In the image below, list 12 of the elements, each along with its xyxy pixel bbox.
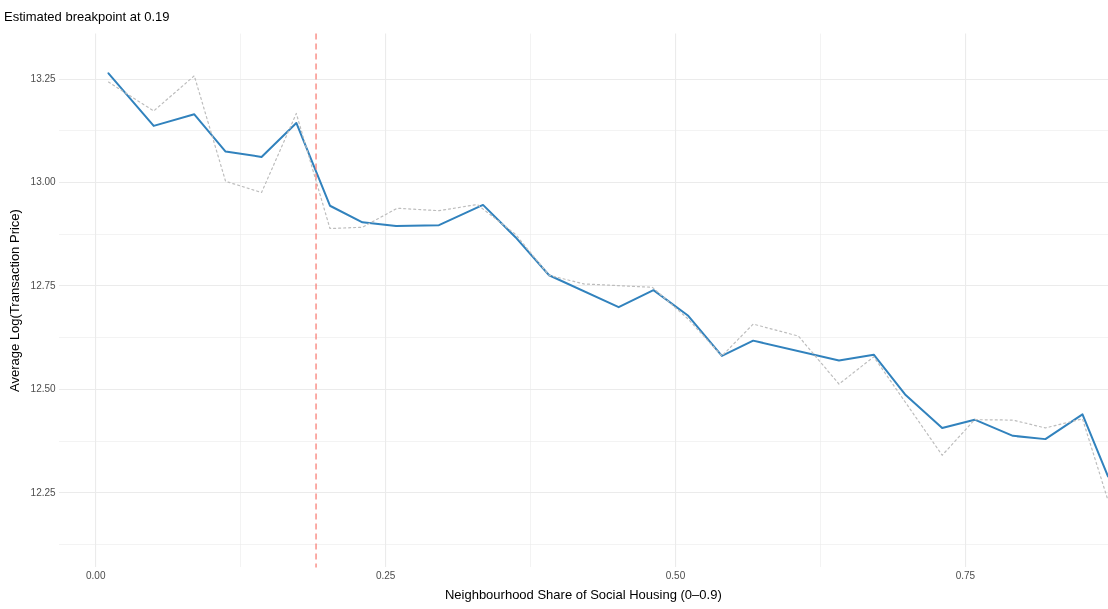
x-tick-label: 0.75 (955, 570, 976, 582)
y-tick-label: 13.25 (30, 72, 57, 84)
y-axis-title: Average Log(Transaction Price) (7, 209, 23, 392)
x-tick-label: 0.50 (665, 570, 686, 582)
x-axis-title: Neighbourhood Share of Social Housing (0–0.9) (444, 586, 722, 602)
y-tick-label: 13.00 (30, 176, 57, 188)
x-tick-label: 0.25 (375, 570, 396, 582)
x-tick-label: 0.00 (86, 570, 106, 582)
chart-title: Estimated breakpoint at 0.19 (4, 9, 170, 25)
y-tick-label: 12.50 (30, 383, 57, 395)
y-tick-label: 12.75 (30, 279, 57, 291)
y-tick-label: 12.25 (30, 486, 57, 498)
